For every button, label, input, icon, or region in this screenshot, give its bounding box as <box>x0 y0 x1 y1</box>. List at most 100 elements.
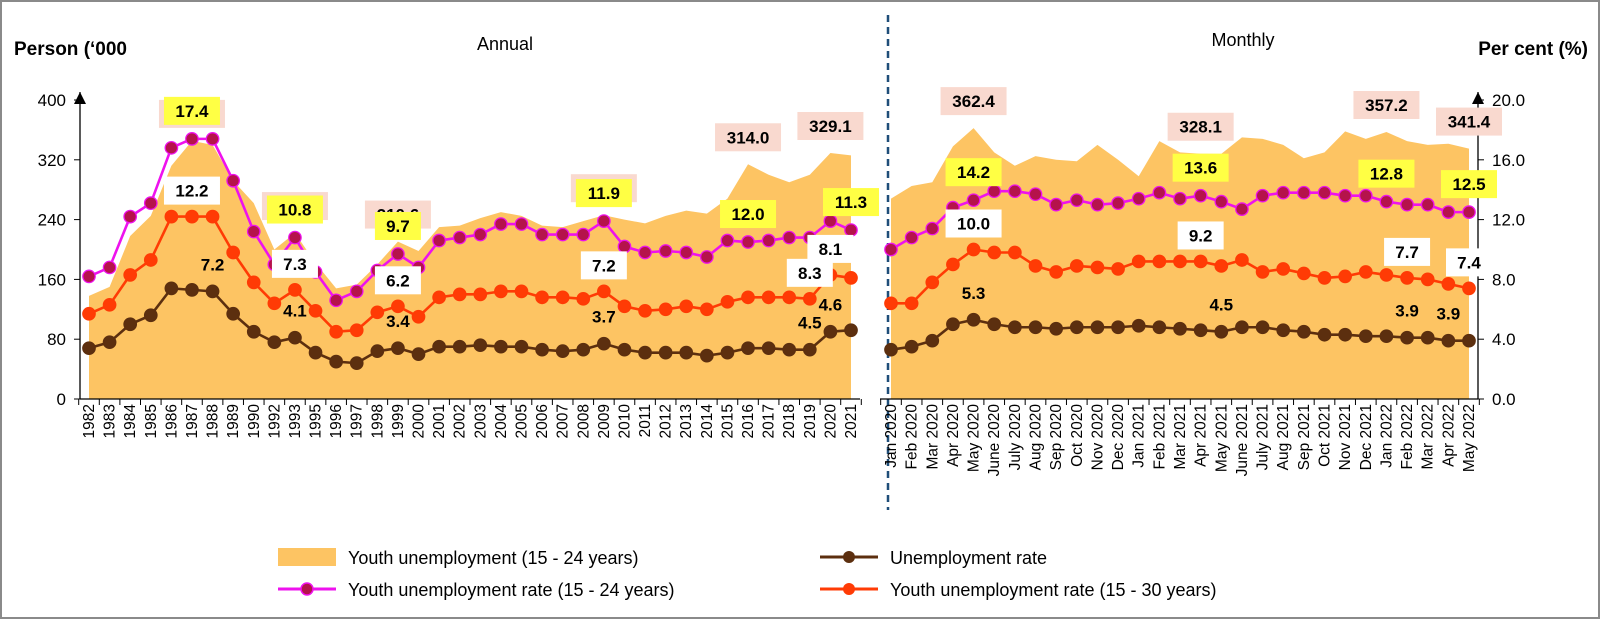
data-label-bg-youth-rate-15-30 <box>1384 237 1431 266</box>
annual-x-tick-label: 1993 <box>287 404 304 438</box>
annual-youth-rate-15-24-point <box>329 293 343 308</box>
data-label-bg-youth-unemployment <box>1353 90 1420 119</box>
monthly-x-tick-label: Oct 2020 <box>1069 404 1086 467</box>
monthly-youth-rate-15-30-point <box>1008 245 1022 260</box>
annual-x-tick-label: 1990 <box>246 404 263 439</box>
annual-unemployment-rate-point <box>185 283 199 297</box>
monthly-youth-rate-15-24-point <box>1420 197 1435 212</box>
data-label-bg-youth-rate-15-24 <box>720 200 777 229</box>
legend-label-youth-rate-15-24: Youth unemployment rate (15 - 24 years) <box>348 580 675 600</box>
annual-youth-rate-15-24-point <box>679 245 694 260</box>
annual-unemployment-rate-point <box>699 348 714 363</box>
annual-youth-rate-15-24-point <box>844 223 858 237</box>
annual-unemployment-rate-point <box>741 341 755 356</box>
monthly-unemployment-rate-point <box>946 317 960 332</box>
annual-unemployment-rate-point <box>226 306 241 321</box>
data-label-youth-rate-15-30: 9.2 <box>1189 226 1213 245</box>
data-label-youth-rate-15-24: 11.3 <box>835 193 867 212</box>
data-label-unemployment-rate: 5.3 <box>962 284 986 303</box>
annual-unemployment-rate-point <box>844 323 858 338</box>
annual-x-tick-label: 1992 <box>266 404 283 438</box>
monthly-youth-rate-15-30-point <box>1090 260 1105 275</box>
monthly-youth-rate-15-30-point <box>1400 271 1414 285</box>
monthly-youth-rate-15-24-point <box>1090 197 1105 212</box>
monthly-youth-rate-15-30-point <box>1173 254 1187 269</box>
annual-youth-rate-15-24-point <box>823 214 838 228</box>
left-tick-label: 240 <box>38 211 66 230</box>
data-label-unemployment-rate: 4.5 <box>798 314 822 333</box>
annual-youth-rate-15-24-point <box>185 132 199 146</box>
legend-label-youth-rate-15-30: Youth unemployment rate (15 - 30 years) <box>890 580 1217 600</box>
monthly-youth-rate-15-30-point <box>1358 265 1373 279</box>
monthly-section-title: Monthly <box>1211 30 1274 50</box>
monthly-unemployment-rate-point <box>1193 323 1208 338</box>
monthly-section-group: Jan 2020 Feb 2020 Mar 2020 Apr 2020 May 2020… <box>880 128 1480 476</box>
annual-youth-rate-15-30-point <box>699 302 714 317</box>
annual-x-tick-label: 2018 <box>781 404 798 438</box>
monthly-x-tick-label: Apr 2022 <box>1440 404 1457 467</box>
annual-section-group: 1982 1983 1984 1985 1986 1987 1988 1989 1990 1992… <box>78 132 862 439</box>
monthly-x-tick-label: Sep 2020 <box>1048 404 1065 471</box>
data-label-unemployment-rate: 3.9 <box>1395 302 1419 321</box>
left-tick-label: 0 <box>57 390 66 409</box>
annual-x-tick-label: 2006 <box>534 404 551 438</box>
monthly-unemployment-rate-point <box>1317 327 1332 342</box>
annual-youth-rate-15-30-point <box>267 296 282 311</box>
annual-x-tick-label: 2020 <box>822 404 839 439</box>
legend-label-youth-unemployment: Youth unemployment (15 - 24 years) <box>348 548 639 568</box>
annual-youth-rate-15-30-point <box>102 297 117 312</box>
monthly-unemployment-rate-point <box>1420 330 1435 345</box>
data-label-bg-youth-rate-15-30 <box>163 176 220 205</box>
annual-x-tick-label: 2011 <box>637 404 654 437</box>
annual-x-tick-label: 1988 <box>205 404 222 438</box>
annual-youth-rate-15-30-point <box>844 271 858 285</box>
annual-youth-rate-15-24-point <box>473 227 488 242</box>
annual-youth-rate-15-30-point <box>185 209 199 224</box>
annual-x-tick-label: 2012 <box>658 404 675 438</box>
monthly-unemployment-rate-point <box>1069 320 1084 335</box>
data-label-unemployment-rate: 3.9 <box>1437 305 1461 324</box>
annual-x-tick-label: 2007 <box>555 404 572 438</box>
annual-youth-unemployment-area <box>89 140 851 399</box>
monthly-youth-rate-15-24-point <box>1276 185 1291 200</box>
annual-x-tick-label: 2021 <box>843 404 860 438</box>
annual-youth-rate-15-24-point <box>349 284 364 299</box>
legend-marker-youth-rate-15-24 <box>300 582 314 596</box>
right-tick-label: 16.0 <box>1492 151 1525 170</box>
monthly-youth-rate-15-30-point <box>1235 253 1249 267</box>
monthly-x-tick-label: Jan 2020 <box>883 404 900 468</box>
annual-youth-rate-15-30-point <box>782 290 797 305</box>
annual-youth-rate-15-24-point <box>782 230 797 245</box>
legend-swatch-area <box>278 548 336 566</box>
monthly-x-tick-label: Feb 2020 <box>904 404 921 470</box>
annual-youth-rate-15-30-point <box>576 291 591 306</box>
annual-x-tick-label: 2019 <box>802 404 819 438</box>
annual-unemployment-rate-point <box>102 335 117 350</box>
monthly-youth-rate-15-24-point <box>1358 188 1373 203</box>
legend: Youth unemployment (15 - 24 years) Unemp… <box>278 548 1217 600</box>
annual-x-tick-label: 2013 <box>678 404 695 438</box>
annual-x-tick-label: 1997 <box>349 404 366 438</box>
annual-youth-rate-15-30-point <box>617 299 632 314</box>
annual-youth-rate-15-30-point <box>308 303 323 318</box>
annual-unemployment-rate-point <box>823 324 838 339</box>
monthly-youth-rate-15-30-point <box>1420 272 1435 287</box>
monthly-youth-rate-15-30-point <box>1317 271 1332 285</box>
right-axis-arrow <box>1472 92 1484 104</box>
right-tick-label: 4.0 <box>1492 330 1516 349</box>
monthly-youth-rate-15-24-point <box>1152 185 1167 200</box>
annual-x-tick-label: 2004 <box>493 404 510 439</box>
monthly-x-tick-label: Dec 2021 <box>1358 404 1375 470</box>
annual-unemployment-rate-point <box>514 339 529 354</box>
annual-youth-rate-15-30-point <box>288 283 302 297</box>
data-label-youth-rate-15-30: 12.2 <box>175 182 208 201</box>
monthly-x-tick-label: July 2021 <box>1255 404 1272 470</box>
monthly-x-tick-label: Apr 2021 <box>1193 404 1210 467</box>
annual-unemployment-rate-point <box>555 344 570 359</box>
data-label-youth-unemployment: 329.1 <box>809 117 852 136</box>
annual-x-tick-label: 1985 <box>143 404 160 438</box>
annual-unemployment-rate-point <box>802 342 817 357</box>
annual-youth-rate-15-30-point <box>123 268 138 282</box>
annual-unemployment-rate-point <box>205 284 220 299</box>
annual-youth-rate-15-24-point <box>494 217 508 231</box>
